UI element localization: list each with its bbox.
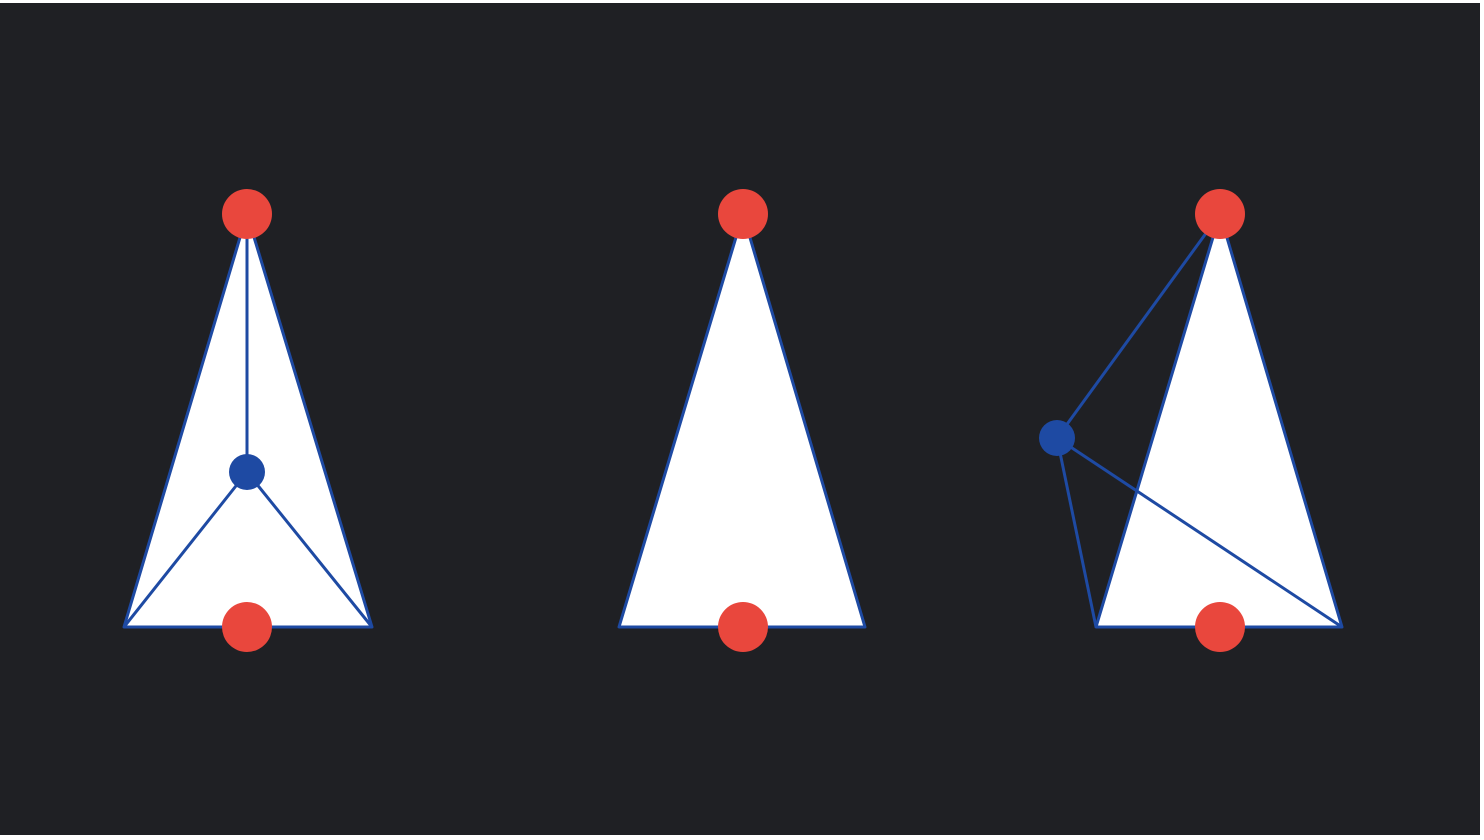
edge-point-to-base-right [245,471,374,628]
figure-middle [617,189,867,652]
edge-point-to-base-left [1055,437,1098,628]
base-midpoint-dot[interactable] [222,602,272,652]
edge-point-to-base-right [1056,436,1343,629]
edge-point-to-base-left [122,471,249,628]
free-point-dot[interactable] [229,454,265,490]
apex-midpoint-dot[interactable] [718,189,768,239]
figure-left [122,189,374,652]
base-midpoint-dot[interactable] [718,602,768,652]
edge-point-to-apex [1055,213,1222,439]
apex-midpoint-dot[interactable] [1195,189,1245,239]
free-point-dot[interactable] [1039,420,1075,456]
apex-midpoint-dot[interactable] [222,189,272,239]
base-midpoint-dot[interactable] [1195,602,1245,652]
figure-right [1039,189,1344,652]
